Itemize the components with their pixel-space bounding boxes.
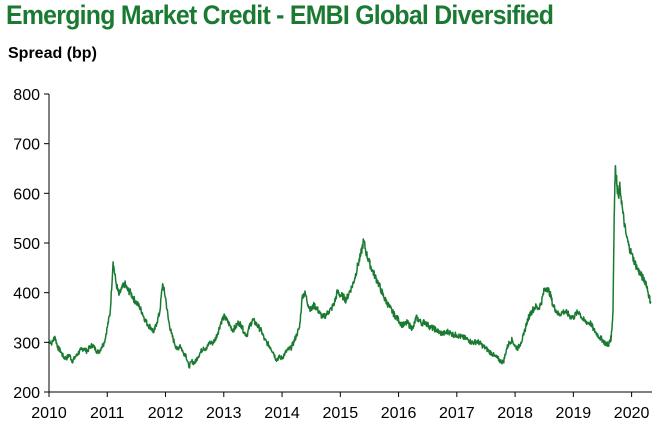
y-tick-label-200: 200 — [13, 385, 40, 402]
x-tick-label-2017: 2017 — [439, 405, 475, 422]
chart-title: Emerging Market Credit - EMBI Global Div… — [6, 0, 554, 30]
tick-labels: 200 300 400 500 600 700 800 2010 2011 2012 2013 201… — [13, 87, 649, 422]
x-tick-label-2014: 2014 — [264, 405, 300, 422]
axes — [44, 93, 652, 397]
x-tick-label-2010: 2010 — [31, 405, 67, 422]
y-tick-label-400: 400 — [13, 286, 40, 303]
x-tick-label-2018: 2018 — [497, 405, 533, 422]
y-axis-label: Spread (bp) — [8, 45, 97, 62]
x-tick-label-2020: 2020 — [614, 405, 650, 422]
y-tick-label-800: 800 — [13, 87, 40, 104]
x-tick-label-2016: 2016 — [381, 405, 417, 422]
series-line-0 — [48, 165, 652, 369]
y-tick-label-300: 300 — [13, 335, 40, 352]
x-tick-label-2015: 2015 — [323, 405, 359, 422]
y-tick-label-600: 600 — [13, 186, 40, 203]
y-tick-label-500: 500 — [13, 236, 40, 253]
x-tick-label-2011: 2011 — [90, 405, 125, 422]
y-tick-label-700: 700 — [13, 137, 40, 154]
x-tick-label-2013: 2013 — [206, 405, 242, 422]
x-tick-label-2012: 2012 — [148, 405, 184, 422]
x-tick-label-2019: 2019 — [556, 405, 592, 422]
series-group — [48, 165, 652, 369]
